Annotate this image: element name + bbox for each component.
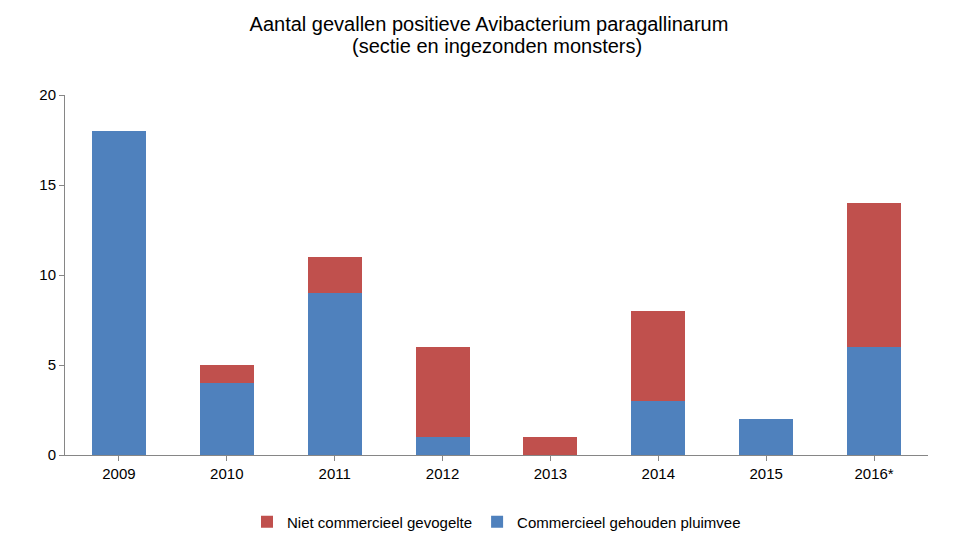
svg-text:0: 0 [48,446,56,463]
svg-text:2012: 2012 [426,465,459,482]
svg-text:20: 20 [39,86,56,103]
svg-text:Aantal gevallen positieve Avib: Aantal gevallen positieve Avibacterium p… [250,13,729,35]
svg-text:2016*: 2016* [854,465,893,482]
svg-text:2011: 2011 [319,465,351,482]
svg-text:(sectie en ingezonden monsters: (sectie en ingezonden monsters) [352,35,642,57]
svg-text:Niet commercieel gevogelte: Niet commercieel gevogelte [287,514,472,531]
svg-text:10: 10 [39,266,56,283]
svg-text:15: 15 [39,176,56,193]
svg-text:2015: 2015 [750,465,783,482]
svg-text:2010: 2010 [210,465,243,482]
svg-text:Commercieel gehouden pluimvee: Commercieel gehouden pluimvee [517,514,740,531]
svg-text:2014: 2014 [642,465,675,482]
svg-text:2013: 2013 [534,465,567,482]
svg-text:2009: 2009 [102,465,135,482]
svg-text:5: 5 [48,356,56,373]
